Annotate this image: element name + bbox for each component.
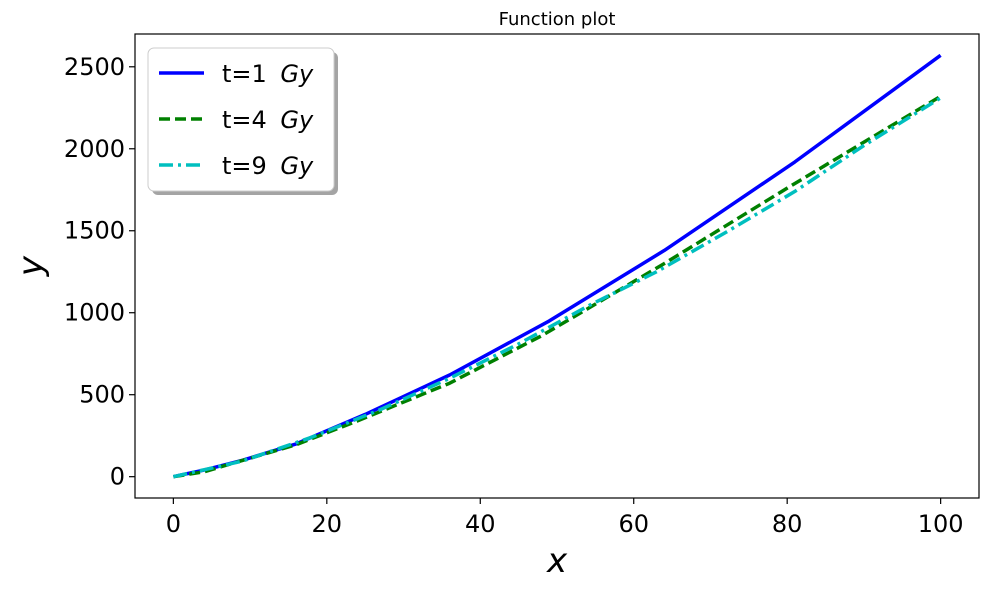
- legend-label-unit: Gy: [280, 152, 314, 180]
- series-line-3: [173, 96, 942, 479]
- y-tick-label: 1000: [64, 299, 125, 327]
- legend-box: [147, 47, 335, 192]
- series-line-2: [173, 94, 942, 479]
- y-tick-label: 500: [79, 381, 125, 409]
- legend-label-unit: Gy: [280, 60, 314, 88]
- legend-label-2: t=4 Gy: [222, 106, 314, 134]
- legend-label-unit: Gy: [280, 106, 314, 134]
- y-tick-label: 2000: [64, 135, 125, 163]
- legend-label-text: t=9: [222, 152, 274, 180]
- x-tick-label: 0: [166, 510, 181, 538]
- legend: t=1 Gyt=4 Gyt=9 Gy: [147, 47, 338, 195]
- y-tick-label: 2500: [64, 53, 125, 81]
- x-axis-ticks: 0 20 40 60 80 100: [166, 498, 964, 538]
- legend-label-text: t=1: [222, 60, 274, 88]
- series-lines: [173, 53, 942, 479]
- chart-title: Function plot: [499, 9, 616, 30]
- y-tick-label: 0: [110, 463, 125, 491]
- x-tick-label: 60: [618, 510, 649, 538]
- x-tick-label: 100: [918, 510, 964, 538]
- legend-label-text: t=4: [222, 106, 274, 134]
- y-axis-label: y: [11, 255, 51, 277]
- x-axis-label: x: [546, 541, 568, 581]
- legend-label-3: t=9 Gy: [222, 152, 314, 180]
- y-tick-label: 1500: [64, 217, 125, 245]
- x-tick-label: 20: [312, 510, 343, 538]
- x-tick-label: 40: [465, 510, 496, 538]
- plot-area-frame: [134, 33, 980, 499]
- y-axis-ticks: 0 500 1000 1500 2000 2500: [64, 53, 135, 491]
- legend-label-1: t=1 Gy: [222, 60, 314, 88]
- x-tick-label: 80: [772, 510, 803, 538]
